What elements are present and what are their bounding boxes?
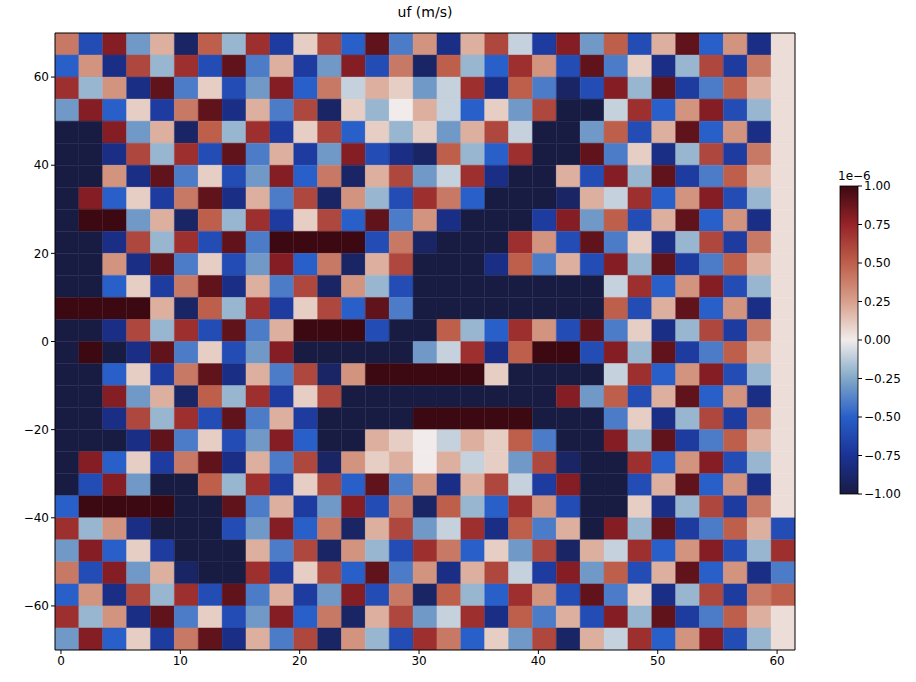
svg-text:0.00: 0.00 (864, 333, 891, 347)
svg-text:20: 20 (34, 247, 49, 261)
svg-text:0.50: 0.50 (864, 256, 891, 270)
svg-text:−0.25: −0.25 (864, 372, 901, 386)
svg-text:60: 60 (769, 654, 784, 668)
svg-text:40: 40 (34, 158, 49, 172)
svg-text:30: 30 (411, 654, 426, 668)
svg-text:0: 0 (41, 335, 49, 349)
svg-text:−40: −40 (24, 511, 49, 525)
svg-text:10: 10 (173, 654, 188, 668)
svg-text:60: 60 (34, 70, 49, 84)
svg-text:20: 20 (292, 654, 307, 668)
svg-text:0.25: 0.25 (864, 295, 891, 309)
svg-text:−1.00: −1.00 (864, 487, 901, 501)
svg-text:0: 0 (57, 654, 65, 668)
svg-text:1.00: 1.00 (864, 179, 891, 193)
svg-text:−0.50: −0.50 (864, 410, 901, 424)
svg-text:−20: −20 (24, 423, 49, 437)
html-text:uf (m/s): uf (m/s) (397, 4, 453, 20)
svg-text:50: 50 (650, 654, 665, 668)
svg-text:−60: −60 (24, 599, 49, 613)
svg-text:40: 40 (531, 654, 546, 668)
svg-text:−0.75: −0.75 (864, 449, 901, 463)
svg-text:1e−6: 1e−6 (838, 169, 871, 183)
svg-text:0.75: 0.75 (864, 218, 891, 232)
